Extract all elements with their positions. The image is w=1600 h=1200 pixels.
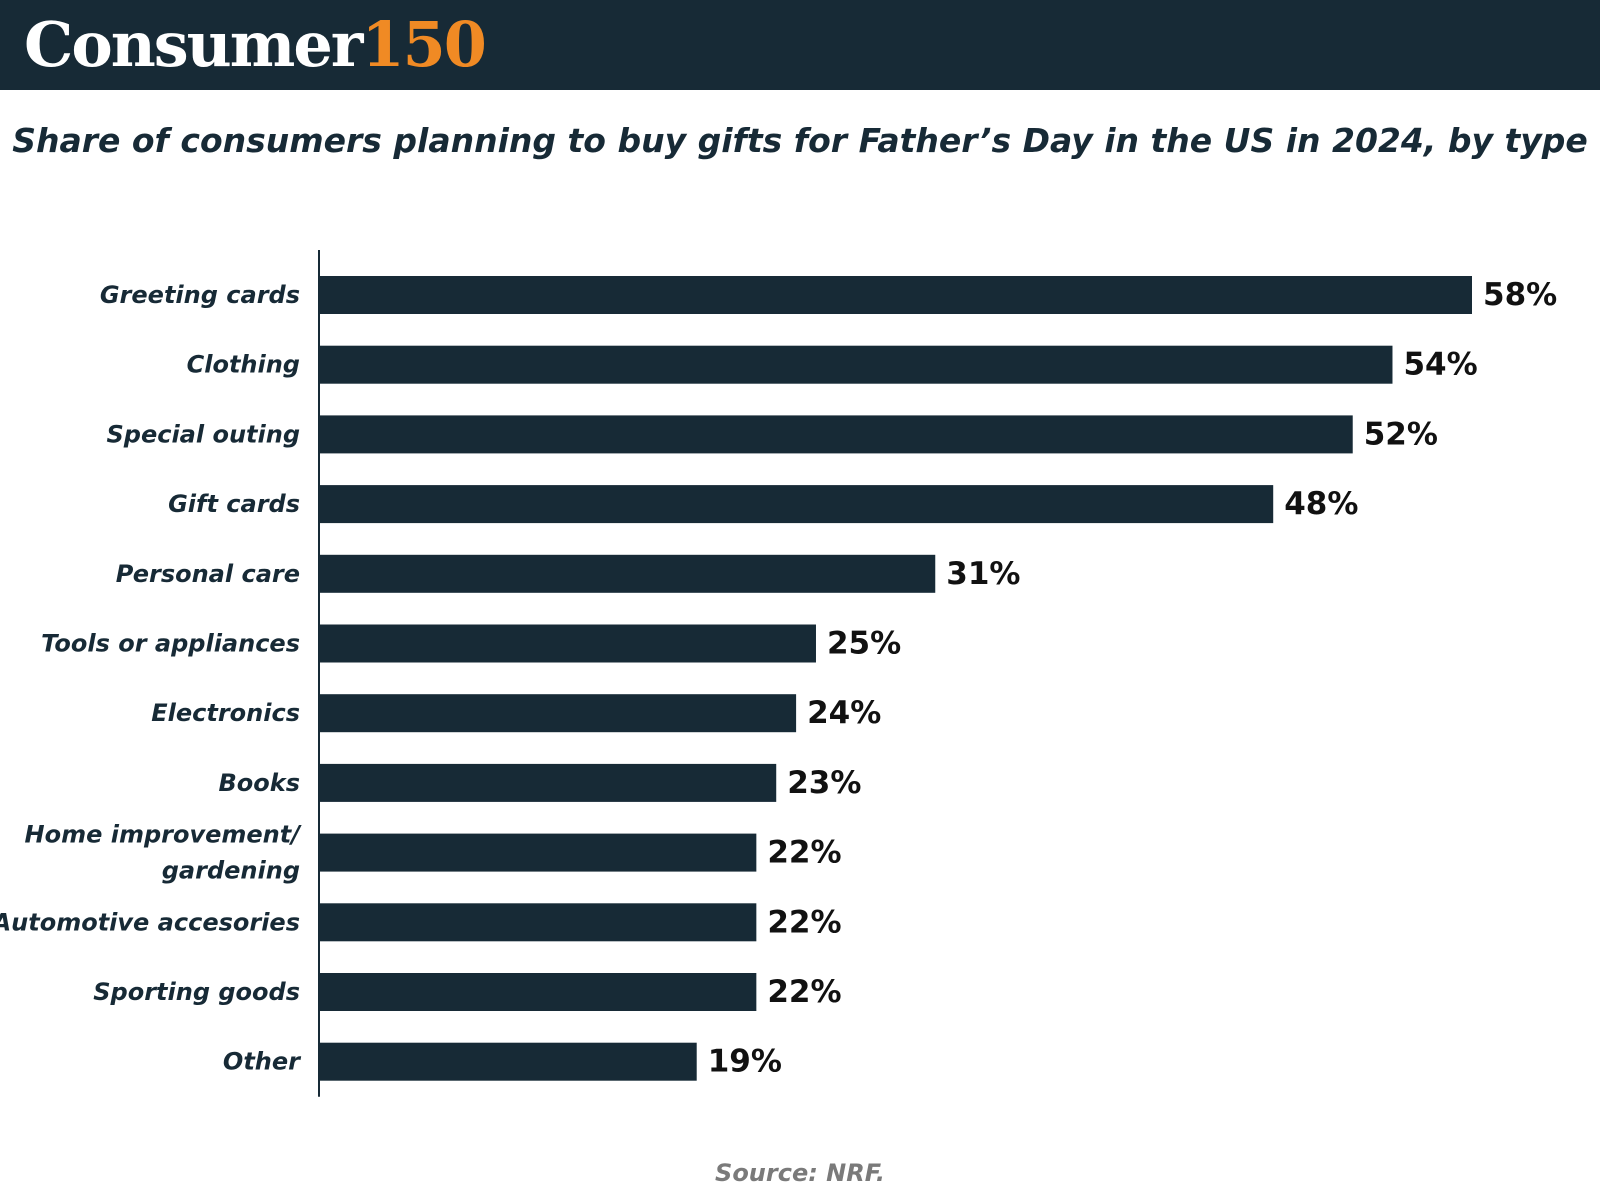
category-label: Clothing: [187, 351, 300, 379]
data-label: 22%: [767, 835, 841, 871]
data-label: 58%: [1483, 277, 1557, 313]
data-label: 22%: [767, 974, 841, 1010]
data-label: 52%: [1364, 416, 1438, 452]
bar: [319, 624, 816, 663]
bar: [319, 485, 1274, 524]
bar: [319, 973, 757, 1011]
brand-logo: Consumer150: [24, 8, 487, 82]
data-label: 54%: [1403, 347, 1477, 383]
category-label: Books: [218, 769, 300, 797]
bar: [319, 276, 1472, 314]
chart-title: Share of consumers planning to buy gifts…: [12, 121, 1588, 160]
category-label-line: Gift cards: [168, 490, 300, 518]
category-label-line: gardening: [162, 857, 300, 885]
bar: [319, 903, 757, 942]
bar: [319, 763, 777, 802]
source-note: Source: NRF.: [715, 1159, 885, 1187]
bar: [319, 345, 1393, 384]
category-label: Gift cards: [168, 490, 300, 518]
brand-logo-word: Consumer: [24, 8, 363, 81]
bar: [319, 415, 1353, 454]
data-label: 22%: [767, 904, 841, 940]
data-label: 31%: [946, 556, 1020, 592]
category-label-line: Greeting cards: [100, 281, 300, 309]
category-label-line: Books: [218, 769, 300, 797]
data-label: 23%: [787, 765, 861, 801]
bar-chart: 58% Greeting cards 54% Clothing 52% Special o…: [0, 250, 1557, 1097]
bar: [319, 1042, 697, 1081]
category-label: Other: [223, 1048, 302, 1076]
category-label-line: Tools or appliances: [41, 630, 300, 658]
category-label: Electronics: [151, 699, 300, 727]
data-label: 25%: [827, 626, 901, 662]
bar: [319, 554, 936, 593]
category-label: Personal care: [116, 560, 300, 588]
category-label: Sporting goods: [93, 978, 300, 1006]
data-label: 19%: [708, 1044, 782, 1080]
data-label: 48%: [1284, 486, 1358, 522]
category-label: Home improvement/gardening: [25, 821, 303, 885]
data-label: 24%: [807, 695, 881, 731]
header-bar: Consumer150: [0, 0, 1600, 90]
category-label-line: Electronics: [151, 699, 300, 727]
category-label-line: Clothing: [187, 351, 300, 379]
bar: [319, 694, 797, 733]
bar: [319, 833, 757, 872]
category-label-line: Special outing: [106, 420, 300, 448]
category-label: Greeting cards: [100, 281, 300, 309]
category-label: Tools or appliances: [41, 630, 300, 658]
category-label-line: Personal care: [116, 560, 300, 588]
category-label: Automotive accesories: [0, 908, 300, 936]
category-label-line: Other: [223, 1048, 302, 1076]
category-label-line: Home improvement/: [25, 821, 303, 849]
category-label-line: Sporting goods: [93, 978, 300, 1006]
category-label-line: Automotive accesories: [0, 908, 300, 936]
category-label: Special outing: [106, 420, 300, 448]
brand-logo-number: 150: [361, 8, 486, 81]
